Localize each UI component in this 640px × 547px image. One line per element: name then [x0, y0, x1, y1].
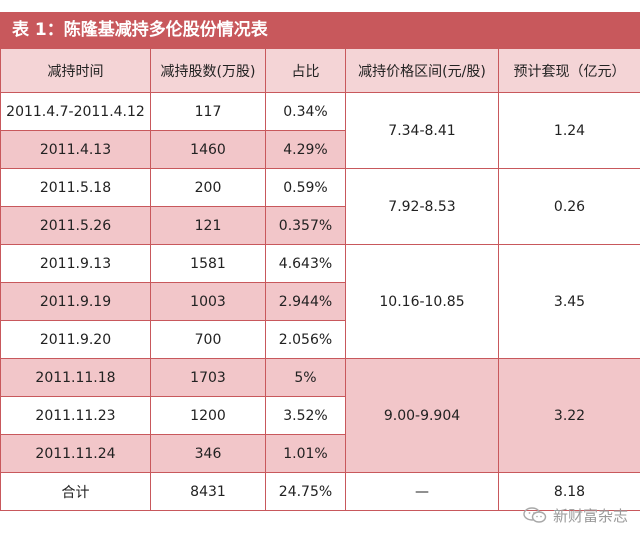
header-price-range: 减持价格区间(元/股): [345, 48, 499, 93]
cell-pct: 1.01%: [265, 434, 346, 473]
header-shares: 减持股数(万股): [150, 48, 266, 93]
cell-date: 2011.11.23: [0, 396, 151, 435]
watermark: 新财富杂志: [523, 502, 628, 528]
cell-shares: 700: [150, 320, 266, 359]
wechat-icon: [523, 507, 547, 523]
header-cash: 预计套现（亿元）: [498, 48, 640, 93]
table-row: 2011.4.13 1460 4.29%: [0, 130, 640, 169]
table-row: 2011.5.26 121 0.357%: [0, 206, 640, 245]
table-row: 2011.11.18 1703 5% 9.00-9.904 3.22: [0, 358, 640, 473]
watermark-text: 新财富杂志: [552, 506, 628, 525]
cell-pct: 0.357%: [265, 206, 346, 245]
cell-shares: 117: [150, 92, 266, 131]
table-row: 2011.11.23 1200 3.52%: [0, 396, 640, 435]
cell-cash: 3.22: [498, 358, 640, 473]
cell-price-range: 10.16-10.85: [345, 244, 499, 359]
cell-date: 2011.9.20: [0, 320, 151, 359]
cell-shares: 121: [150, 206, 266, 245]
table-row: 2011.9.19 1003 2.944%: [0, 282, 640, 321]
cell-cash: 1.24: [498, 92, 640, 169]
cell-price-range: 9.00-9.904: [345, 358, 499, 473]
cell-shares: 1003: [150, 282, 266, 321]
cell-pct: 5%: [265, 358, 346, 397]
table-row: 2011.9.20 700 2.056%: [0, 320, 640, 359]
cell-shares: 1703: [150, 358, 266, 397]
cell-shares: 346: [150, 434, 266, 473]
holdings-reduction-table: 减持时间 减持股数(万股) 占比 减持价格区间(元/股) 预计套现（亿元） 20…: [0, 48, 640, 511]
cell-shares: 1200: [150, 396, 266, 435]
total-pct: 24.75%: [265, 472, 346, 511]
cell-date: 2011.11.18: [0, 358, 151, 397]
cell-date: 2011.4.7-2011.4.12: [0, 92, 151, 131]
cell-pct: 0.34%: [265, 92, 346, 131]
cell-cash: 0.26: [498, 168, 640, 245]
cell-shares: 1581: [150, 244, 266, 283]
cell-shares: 1460: [150, 130, 266, 169]
table-row: 2011.5.18 200 0.59% 7.92-8.53 0.26: [0, 168, 640, 245]
cell-shares: 200: [150, 168, 266, 207]
cell-date: 2011.5.18: [0, 168, 151, 207]
total-price-range: —: [345, 472, 499, 511]
cell-price-range: 7.34-8.41: [345, 92, 499, 169]
cell-pct: 4.643%: [265, 244, 346, 283]
cell-price-range: 7.92-8.53: [345, 168, 499, 245]
cell-date: 2011.9.19: [0, 282, 151, 321]
table-row: 2011.9.13 1581 4.643% 10.16-10.85 3.45: [0, 244, 640, 359]
cell-pct: 0.59%: [265, 168, 346, 207]
cell-cash: 3.45: [498, 244, 640, 359]
header-pct: 占比: [265, 48, 346, 93]
total-row: 合计 8431 24.75% — 8.18: [0, 472, 640, 511]
table-row: 2011.4.7-2011.4.12 117 0.34% 7.34-8.41 1…: [0, 92, 640, 169]
total-cash: 8.18: [498, 472, 640, 511]
cell-date: 2011.9.13: [0, 244, 151, 283]
cell-date: 2011.11.24: [0, 434, 151, 473]
cell-pct: 4.29%: [265, 130, 346, 169]
total-shares: 8431: [150, 472, 266, 511]
total-label: 合计: [0, 472, 151, 511]
cell-date: 2011.4.13: [0, 130, 151, 169]
table-title: 表 1：陈隆基减持多伦股份情况表: [0, 12, 640, 48]
cell-pct: 2.056%: [265, 320, 346, 359]
cell-pct: 2.944%: [265, 282, 346, 321]
cell-pct: 3.52%: [265, 396, 346, 435]
header-date: 减持时间: [0, 48, 151, 93]
cell-date: 2011.5.26: [0, 206, 151, 245]
header-row: 减持时间 减持股数(万股) 占比 减持价格区间(元/股) 预计套现（亿元）: [0, 48, 640, 93]
